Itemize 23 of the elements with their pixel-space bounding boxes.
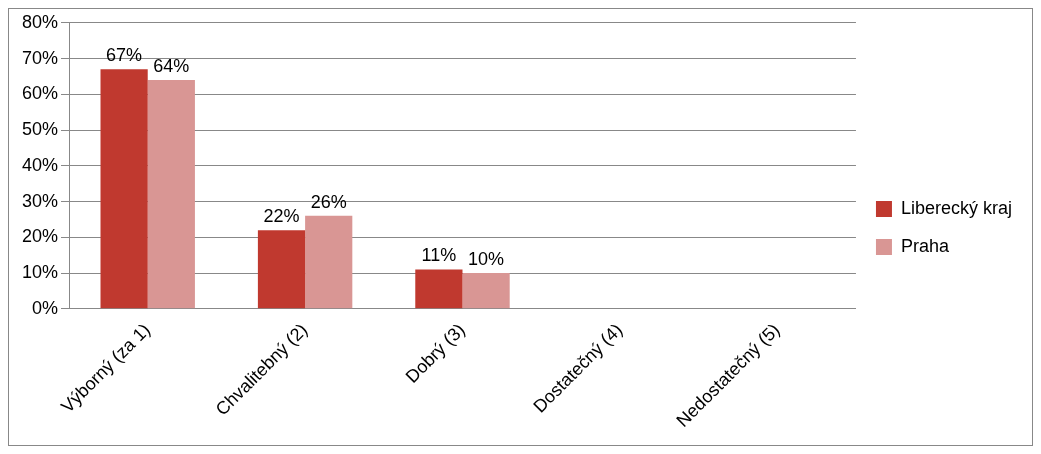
y-tick-label: 40% <box>22 154 59 175</box>
bar <box>257 230 306 309</box>
y-tick-label: 80% <box>22 11 59 32</box>
y-tick-label: 60% <box>22 83 59 104</box>
y-tick-label: 10% <box>22 262 59 283</box>
data-label: 10% <box>468 249 505 270</box>
data-label: 26% <box>310 191 347 212</box>
legend-label: Liberecký kraj <box>900 197 1013 218</box>
y-tick-label: 0% <box>32 297 59 318</box>
data-label: 22% <box>263 206 300 227</box>
data-label: 64% <box>153 55 190 76</box>
y-tick-label: 50% <box>22 119 59 140</box>
bar <box>305 215 353 309</box>
y-tick-label: 30% <box>22 190 59 211</box>
data-label: 11% <box>421 245 457 266</box>
bar <box>415 269 463 309</box>
bar <box>100 69 148 309</box>
y-tick-label: 70% <box>22 47 59 68</box>
legend-label: Praha <box>900 235 950 256</box>
bar <box>147 80 195 309</box>
y-tick-label: 20% <box>22 226 59 247</box>
bar <box>462 273 510 309</box>
data-label: 67% <box>106 45 143 66</box>
